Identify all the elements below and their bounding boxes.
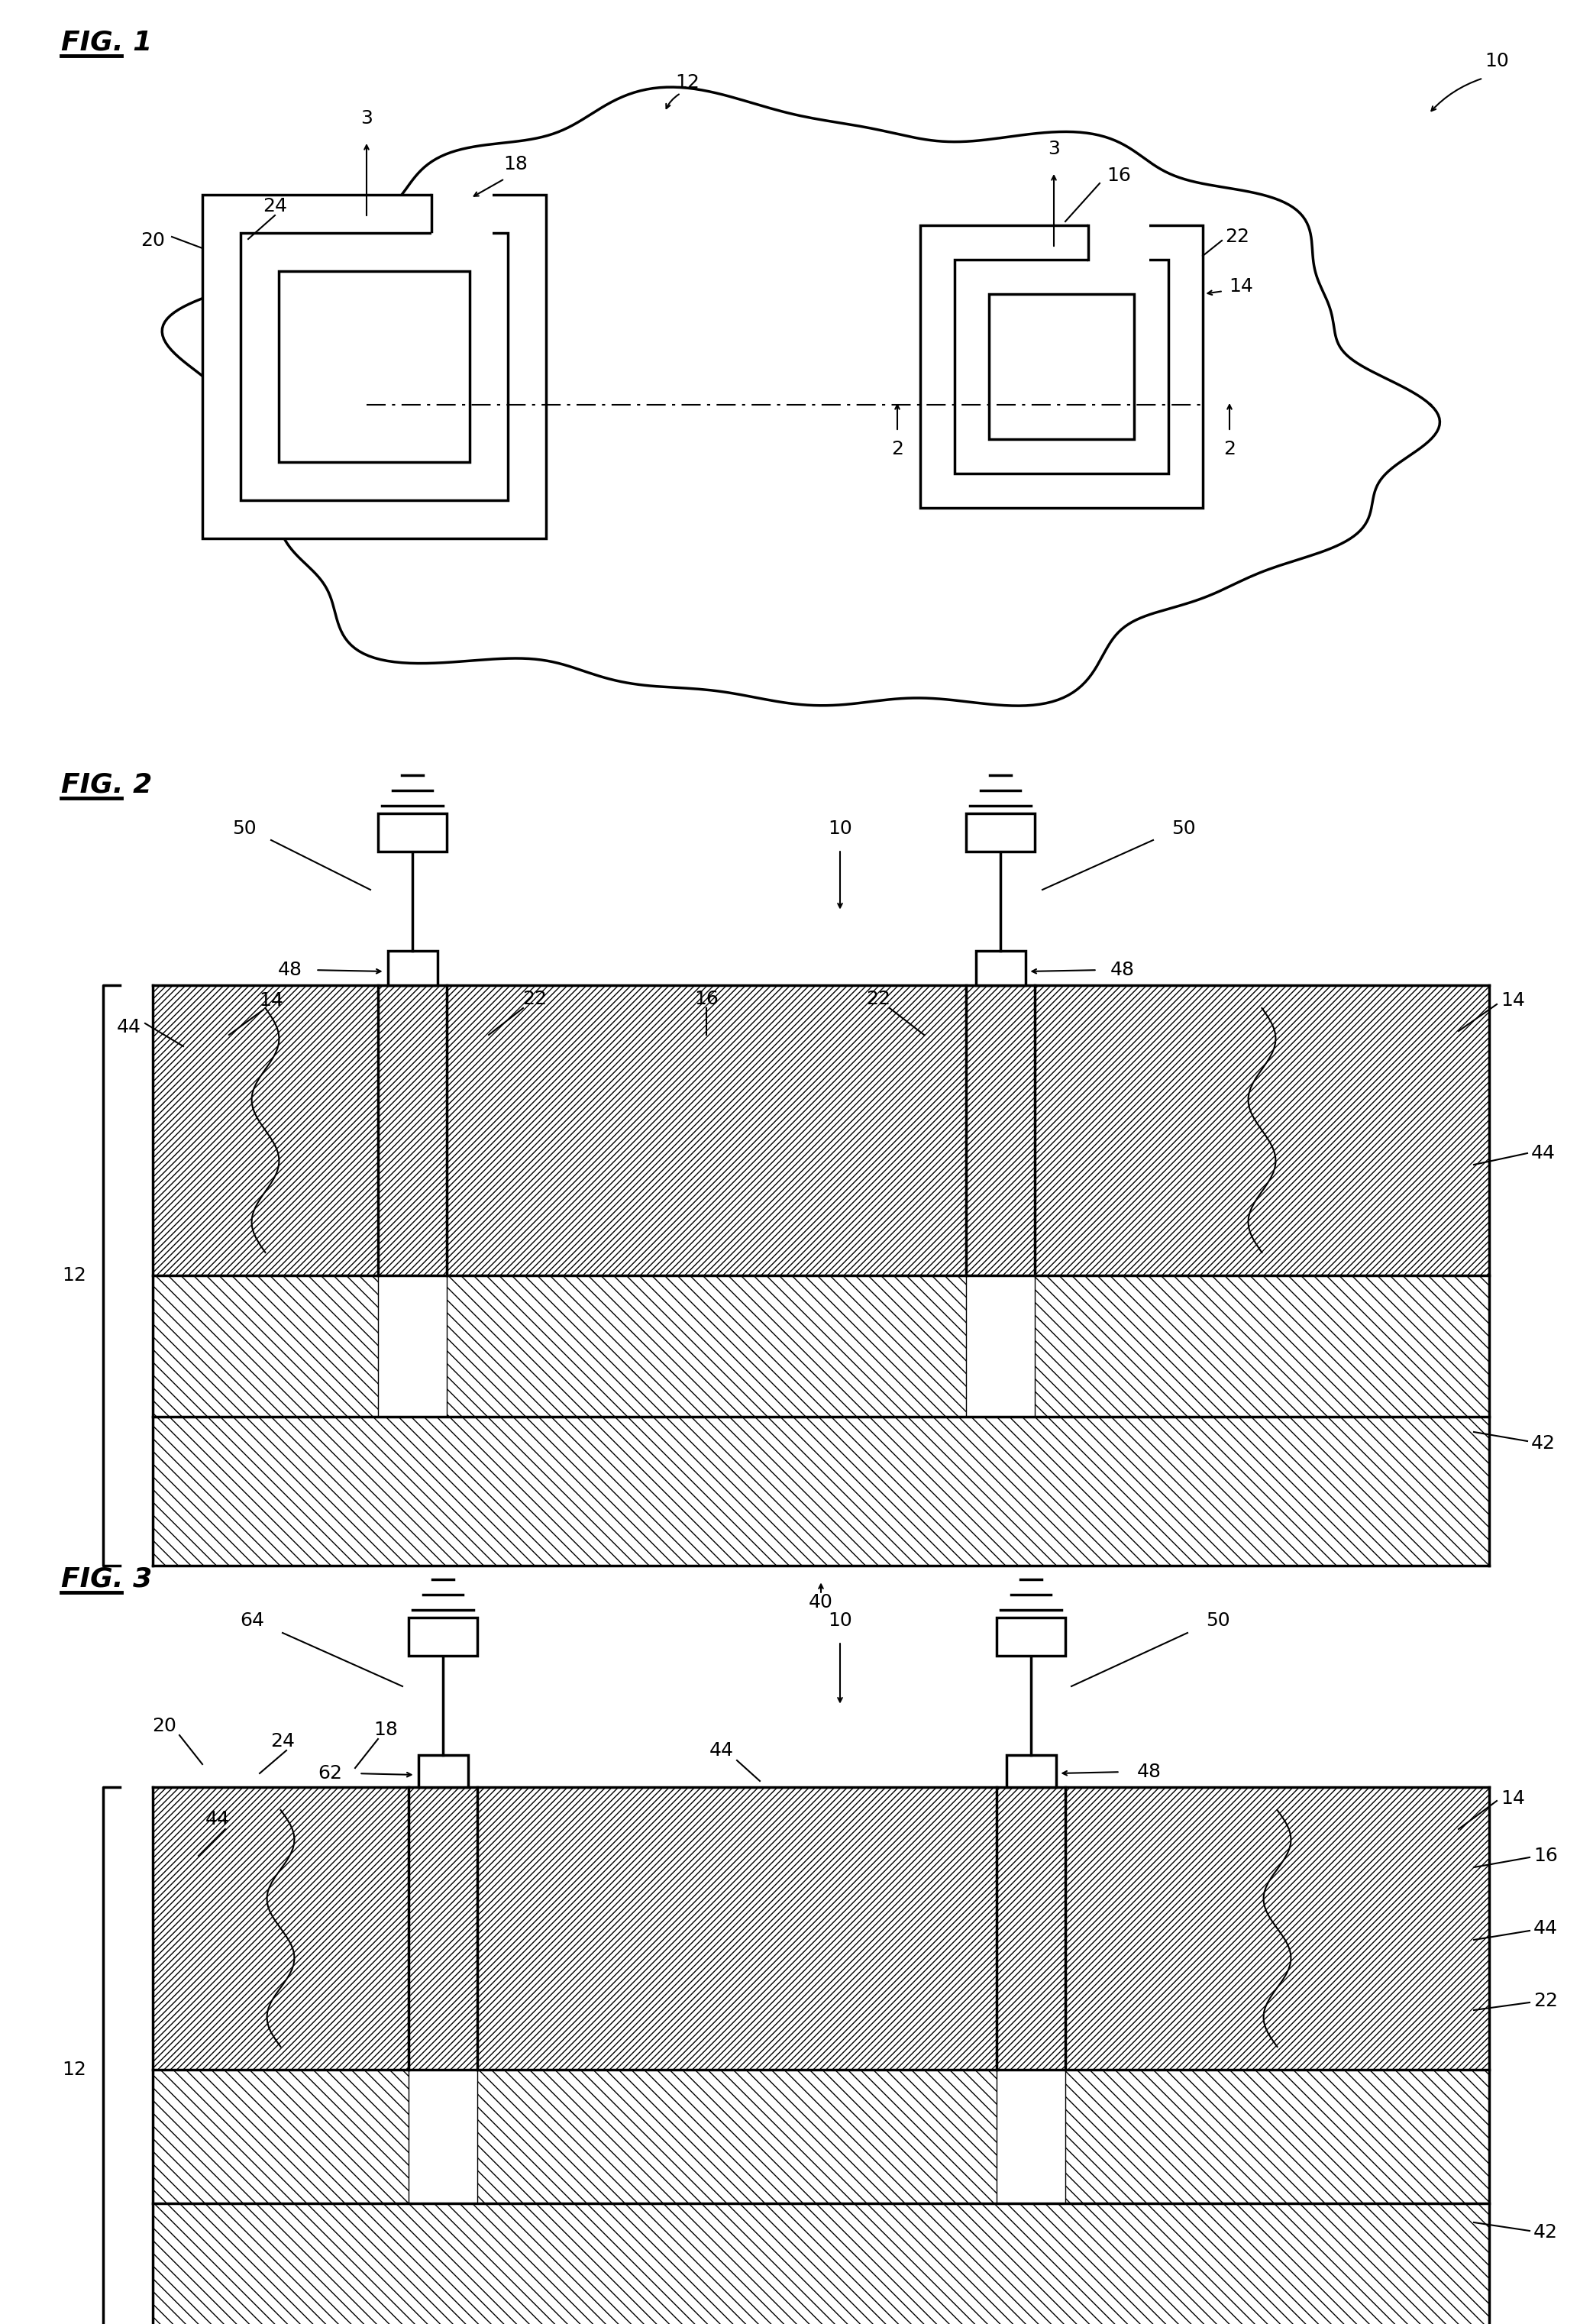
Text: 16: 16 — [1534, 1848, 1558, 1864]
Text: 16: 16 — [1107, 167, 1131, 186]
Text: 44: 44 — [1534, 1920, 1558, 1938]
Text: 22: 22 — [523, 990, 546, 1009]
Bar — [954, 260, 1168, 474]
Bar — [378, 813, 446, 851]
Text: 16: 16 — [695, 990, 718, 1009]
Bar — [977, 951, 1026, 985]
Bar — [446, 1276, 965, 1418]
Bar — [997, 1787, 1066, 2071]
Bar — [997, 1618, 1066, 1655]
Bar — [989, 295, 1134, 439]
Text: 12: 12 — [62, 2061, 86, 2080]
Text: FIG. 1: FIG. 1 — [61, 28, 153, 56]
Bar — [419, 1755, 468, 1787]
Text: 22: 22 — [1225, 228, 1249, 246]
Bar — [202, 195, 546, 539]
Bar — [408, 1787, 478, 2071]
Bar — [965, 813, 1035, 851]
Bar — [153, 2071, 408, 2203]
Bar — [153, 1276, 378, 1418]
Bar — [1066, 1787, 1489, 2071]
Bar — [921, 225, 1203, 509]
Text: 44: 44 — [116, 1018, 142, 1037]
Text: 10: 10 — [828, 1611, 852, 1629]
Bar — [1088, 223, 1149, 265]
Bar — [478, 1787, 997, 2071]
Text: 50: 50 — [1206, 1611, 1230, 1629]
Text: 48: 48 — [1110, 960, 1134, 978]
Text: 3: 3 — [1048, 139, 1059, 158]
Bar — [241, 232, 508, 500]
Text: FIG. 2: FIG. 2 — [61, 772, 153, 797]
Bar — [478, 2071, 997, 2203]
Text: 50: 50 — [233, 820, 256, 837]
Text: 24: 24 — [271, 1731, 295, 1750]
Text: 42: 42 — [1534, 2224, 1558, 2243]
Bar — [1007, 1755, 1056, 1787]
Text: 14: 14 — [1501, 992, 1525, 1009]
Bar — [378, 985, 446, 1276]
Bar — [965, 985, 1035, 1276]
Bar — [1035, 1276, 1489, 1418]
Text: 14: 14 — [1501, 1789, 1525, 1808]
Bar — [1035, 985, 1489, 1276]
Text: 44: 44 — [205, 1810, 229, 1829]
Text: 2: 2 — [1223, 439, 1236, 458]
Text: 14: 14 — [1228, 277, 1254, 295]
Bar — [153, 1418, 1489, 1566]
Bar — [446, 985, 965, 1276]
Bar — [432, 193, 492, 237]
Bar — [1066, 2071, 1489, 2203]
Text: 40: 40 — [809, 1594, 833, 1611]
Text: 44: 44 — [709, 1741, 734, 1759]
Bar — [408, 1618, 478, 1655]
Text: 64: 64 — [241, 1611, 264, 1629]
Text: 24: 24 — [263, 198, 287, 216]
Bar — [153, 985, 378, 1276]
Text: 48: 48 — [277, 960, 303, 978]
Text: 3: 3 — [360, 109, 373, 128]
Text: 10: 10 — [1485, 51, 1509, 70]
Text: FIG. 3: FIG. 3 — [61, 1566, 153, 1592]
Bar — [279, 272, 470, 462]
Text: 42: 42 — [1531, 1434, 1556, 1452]
Text: 20: 20 — [140, 232, 166, 249]
Text: 18: 18 — [373, 1720, 398, 1738]
Bar — [153, 1787, 408, 2071]
Bar — [153, 2203, 1489, 2324]
Text: 22: 22 — [1534, 1992, 1558, 2010]
Bar — [389, 951, 438, 985]
Text: 44: 44 — [1531, 1143, 1556, 1162]
Text: 22: 22 — [867, 990, 890, 1009]
Text: 50: 50 — [1171, 820, 1196, 837]
Text: 12: 12 — [675, 74, 699, 91]
Text: 20: 20 — [151, 1717, 177, 1736]
Text: 62: 62 — [317, 1764, 342, 1783]
Text: 14: 14 — [260, 992, 284, 1009]
Text: 48: 48 — [1137, 1762, 1161, 1780]
Text: 18: 18 — [503, 156, 527, 174]
Text: 12: 12 — [62, 1267, 86, 1285]
Text: 2: 2 — [890, 439, 903, 458]
Text: 10: 10 — [828, 820, 852, 837]
